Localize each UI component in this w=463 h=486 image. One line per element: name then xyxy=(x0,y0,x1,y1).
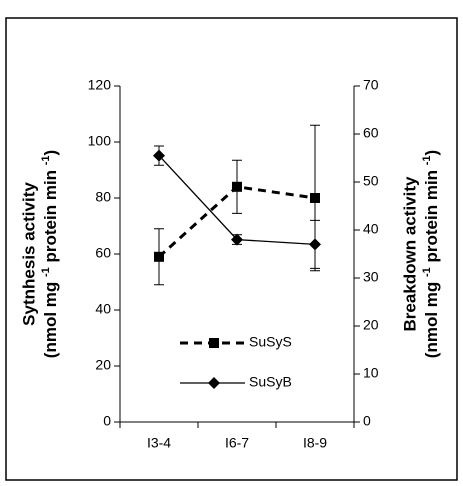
x-tick-label: I8-9 xyxy=(303,435,327,451)
y2-tick-label: 20 xyxy=(363,317,379,333)
y2-tick-label: 60 xyxy=(363,125,379,141)
axis-title-line: Sytnhesis activity xyxy=(19,182,38,326)
axis-title-part: (nmol mg xyxy=(422,277,441,358)
axis-title-line: (nmol mg -1 protein min -1) xyxy=(421,150,442,358)
legend-label: SuSyS xyxy=(249,334,292,350)
axis-title-part: protein min xyxy=(422,165,441,267)
marker xyxy=(154,252,164,262)
y2-tick-label: 40 xyxy=(363,221,379,237)
y-tick-label: 40 xyxy=(95,301,111,317)
axis-title: Breakdown activity(nmol mg -1 protein mi… xyxy=(400,150,441,358)
axis-title: Sytnhesis activity(nmol mg -1 protein mi… xyxy=(19,150,60,358)
y-tick-label: 120 xyxy=(88,77,112,93)
page: {"chart_data": {"type": "line", "categor… xyxy=(0,0,463,486)
x-tick-label: I6-7 xyxy=(225,435,249,451)
axis-title-line: (nmol mg -1 protein min -1) xyxy=(40,150,61,358)
marker xyxy=(208,377,220,389)
y2-tick-label: 50 xyxy=(363,173,379,189)
y-tick-label: 80 xyxy=(95,189,111,205)
x-tick-label: I3-4 xyxy=(147,435,171,451)
legend-label: SuSyB xyxy=(249,374,292,390)
chart: 0 20 40 60 80 100 120 0 10 20 30 40 50 60 70 I3-4 I6-7 I8… xyxy=(0,0,463,486)
axis-title-line: Breakdown activity xyxy=(400,176,419,331)
axis-title-part: protein min xyxy=(41,165,60,267)
frame xyxy=(6,18,457,480)
marker xyxy=(309,238,321,250)
axis-title-part: (nmol mg xyxy=(41,277,60,358)
axis-title-part: -1 xyxy=(421,155,433,165)
axis-title-part: ) xyxy=(422,150,441,156)
marker xyxy=(310,193,320,203)
axis-title-part: -1 xyxy=(421,267,433,277)
y-tick-label: 60 xyxy=(95,245,111,261)
y-tick-label: 100 xyxy=(88,133,112,149)
marker xyxy=(209,338,219,348)
axis-title-part: ) xyxy=(41,150,60,156)
axis-title-part: -1 xyxy=(40,155,52,165)
y-tick-label: 20 xyxy=(95,357,111,373)
axis-title-part: -1 xyxy=(40,267,52,277)
marker xyxy=(232,182,242,192)
y2-tick-label: 30 xyxy=(363,269,379,285)
y2-tick-label: 70 xyxy=(363,77,379,93)
y2-tick-label: 0 xyxy=(363,413,371,429)
y2-tick-label: 10 xyxy=(363,365,379,381)
y-tick-label: 0 xyxy=(103,413,111,429)
